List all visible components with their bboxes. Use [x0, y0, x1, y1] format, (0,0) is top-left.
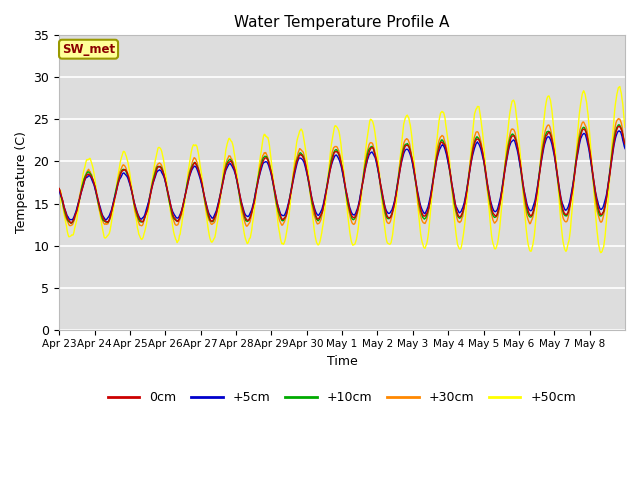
Legend: 0cm, +5cm, +10cm, +30cm, +50cm: 0cm, +5cm, +10cm, +30cm, +50cm [103, 386, 581, 409]
Y-axis label: Temperature (C): Temperature (C) [15, 132, 28, 233]
Text: SW_met: SW_met [62, 43, 115, 56]
X-axis label: Time: Time [326, 355, 358, 368]
Title: Water Temperature Profile A: Water Temperature Profile A [234, 15, 450, 30]
